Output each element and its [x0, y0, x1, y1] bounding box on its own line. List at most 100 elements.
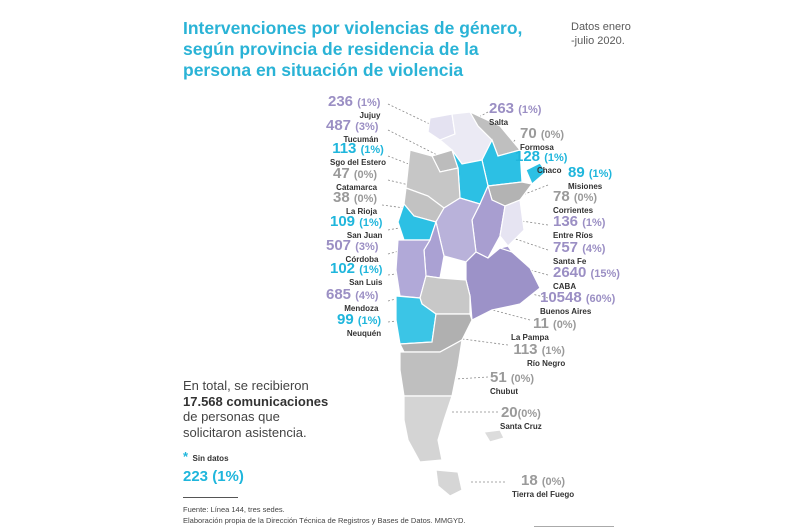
province-entrerios — [499, 199, 525, 247]
pct: (1%) — [541, 345, 565, 357]
total-line-1: En total, se recibieron — [183, 378, 309, 393]
pct: (0%) — [553, 319, 577, 331]
footer: Fuente: Línea 144, tres sedes. Elaboraci… — [183, 504, 466, 526]
label-tdf: 18 (0%) Tierra del Fuego — [512, 473, 574, 499]
pct: (1%) — [360, 144, 384, 156]
label-cordoba: 507 (3%) Córdoba — [326, 238, 378, 264]
province-santacruz — [403, 395, 453, 463]
label-sanjuan: 109 (1%) San Juan — [330, 214, 382, 240]
value: 113 — [513, 341, 538, 358]
total-line-4: solicitaron asistencia. — [183, 424, 307, 440]
chart-title: Intervenciones por violencias de género,… — [183, 18, 523, 81]
pct: (4%) — [582, 243, 606, 255]
label-santacruz: 20(0%) Santa Cruz — [500, 405, 542, 431]
province-name: Buenos Aires — [540, 307, 592, 316]
pct: (1%) — [518, 104, 542, 116]
label-misiones: 89 (1%) Misiones — [568, 165, 612, 191]
pct: (0%) — [510, 373, 535, 385]
value: 70 — [520, 125, 537, 142]
province-chubut — [399, 338, 463, 397]
footer-divider — [183, 497, 238, 498]
pct: (3%) — [355, 121, 379, 133]
label-lapampa: 11 (0%) La Pampa — [511, 315, 577, 342]
value: 38 — [333, 189, 350, 206]
province-name: Entre Ríos — [553, 231, 594, 240]
province-name: Formosa — [520, 143, 554, 152]
label-bsas: 10548 (60%) Buenos Aires — [540, 290, 615, 316]
label-rionegro: 113 (1%) Río Negro — [513, 342, 565, 368]
no-data-label: Sin datos — [192, 454, 229, 463]
province-name: CABA — [553, 282, 577, 291]
label-salta: 263 (1%) Salta — [489, 101, 541, 127]
no-data-pct: (1%) — [212, 468, 244, 485]
province-name: Catamarca — [336, 183, 378, 192]
label-jujuy: 236 (1%) Jujuy — [328, 94, 380, 120]
value: 236 — [328, 93, 354, 110]
pct: (0%) — [353, 193, 378, 205]
pct: (1%) — [357, 315, 382, 327]
label-chubut: 51 (0%) Chubut — [490, 370, 534, 396]
province-name: La Rioja — [345, 207, 378, 216]
pct: (0%) — [541, 476, 566, 488]
pct: (15%) — [590, 268, 620, 280]
pct: (3%) — [355, 241, 379, 253]
label-sgo: 113 (1%) Sgo del Estero — [330, 141, 386, 167]
pct: (1%) — [588, 168, 613, 180]
province-tdf — [435, 469, 463, 497]
pct: (1%) — [582, 217, 606, 229]
value: 47 — [333, 165, 350, 182]
label-mendoza: 685 (4%) Mendoza — [326, 287, 378, 313]
province-name: Santa Fe — [553, 257, 587, 266]
value: 18 — [521, 472, 538, 489]
total-line-3: de personas que — [183, 409, 280, 424]
label-sanluis: 102 (1%) San Luis — [330, 261, 382, 287]
asterisk-icon: * — [183, 449, 189, 464]
label-entrerios: 136 (1%) Entre Ríos — [553, 214, 605, 240]
province-name: La Pampa — [511, 333, 549, 342]
label-catamarca: 47 (0%) Catamarca — [333, 166, 377, 192]
province-name: Chubut — [490, 387, 518, 396]
province-name: Neuquén — [346, 329, 382, 338]
pct: (1%) — [359, 217, 383, 229]
bottom-divider — [534, 526, 614, 527]
value: 685 — [326, 286, 352, 303]
value: 109 — [330, 213, 356, 230]
pct: (60%) — [585, 293, 616, 305]
value: 51 — [490, 369, 507, 386]
province-name: Salta — [489, 118, 509, 127]
value: 10548 — [540, 289, 582, 306]
province-name: Mendoza — [344, 304, 379, 313]
pct: (1%) — [544, 152, 568, 164]
value: 487 — [326, 117, 352, 134]
value: 136 — [553, 213, 579, 230]
dates-note: Datos enero -julio 2020. — [571, 20, 631, 48]
label-larioja: 38 (0%) La Rioja — [333, 190, 377, 216]
label-caba: 2640 (15%) CABA — [553, 265, 620, 291]
province-name: Santa Cruz — [500, 422, 542, 431]
province-name: Misiones — [568, 182, 603, 191]
label-santafe: 757 (4%) Santa Fe — [553, 240, 605, 266]
title-line-2: según provincia de residencia de la — [183, 39, 479, 59]
province-name: Chaco — [537, 166, 562, 175]
label-corrientes: 78 (0%) Corrientes — [553, 189, 597, 215]
total-summary: En total, se recibieron 17.568 comunicac… — [183, 378, 353, 440]
value: 757 — [553, 239, 579, 256]
pct: (0%) — [353, 169, 378, 181]
value: 99 — [337, 311, 354, 328]
province-misiones — [525, 162, 547, 185]
footer-credit: Elaboración propia de la Dirección Técni… — [183, 516, 466, 525]
value: 113 — [332, 140, 357, 157]
value: 11 — [533, 315, 549, 332]
province-name: Río Negro — [527, 359, 566, 368]
pct: (0%) — [540, 129, 565, 141]
label-neuquen: 99 (1%) Neuquén — [337, 312, 381, 338]
province-name: Tierra del Fuego — [512, 490, 575, 499]
label-tucuman: 487 (3%) Tucumán — [326, 118, 378, 144]
province-name: Tucumán — [343, 135, 379, 144]
value: 263 — [489, 100, 515, 117]
dates-line-1: Datos enero — [571, 21, 631, 33]
province-name: San Juan — [346, 231, 383, 240]
value: 78 — [553, 188, 570, 205]
label-formosa: 70 (0%) Formosa — [520, 126, 564, 152]
